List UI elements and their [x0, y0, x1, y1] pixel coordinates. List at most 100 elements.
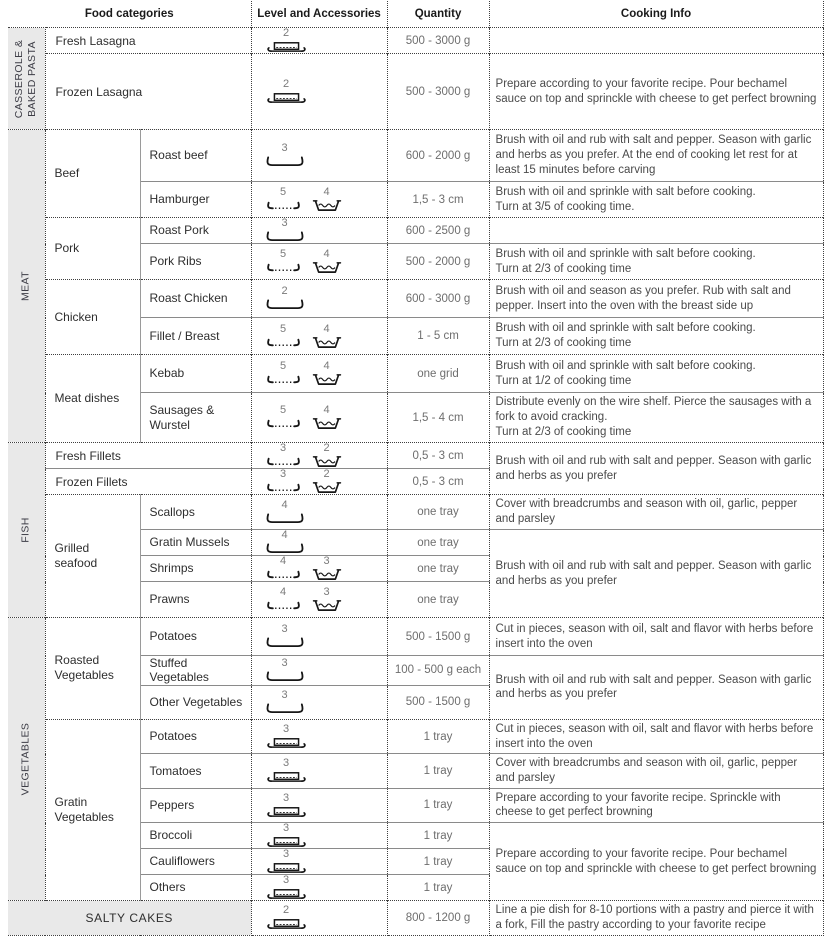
shelf-level-number: 5	[279, 360, 287, 372]
shelf-level-number: 5	[279, 248, 287, 260]
food-name-cell: Other Vegetables	[140, 684, 252, 720]
quantity-cell: 1 tray	[387, 787, 490, 823]
header-food-categories: Food categories	[8, 1, 252, 28]
food-name-cell: Shrimps	[140, 555, 252, 582]
drip-pan-icon	[312, 482, 341, 493]
wire-shelf-accessory: 3	[265, 444, 302, 469]
level-accessories-cell: 3	[251, 718, 388, 754]
wire-shelf-icon	[266, 375, 300, 384]
wire-shelf-accessory: 4	[265, 587, 302, 612]
category-cell: Roasted Vegetables	[45, 617, 141, 720]
tray-accessory: 3	[265, 656, 305, 683]
category-cell: Pork	[45, 217, 141, 280]
table-row: Pork Roast Pork 3 600 - 2500 g	[8, 217, 824, 280]
food-name-cell: Gratin Mussels	[140, 529, 252, 556]
wire-shelf-icon	[266, 601, 300, 610]
cooking-table: Food categories Level and Accessories Qu…	[8, 1, 824, 936]
food-name-cell: Frozen Fillets	[45, 468, 252, 495]
table-row: Frozen Lasagna 2 500 - 3000 g Prepare ac…	[8, 53, 824, 130]
cooking-info-cell: Cut in pieces, season with oil, salt and…	[489, 718, 824, 754]
quantity-cell: 600 - 2500 g	[387, 217, 490, 244]
quantity-cell: 500 - 2000 g	[387, 243, 490, 280]
shelf-level-number: 3	[279, 468, 287, 480]
tray-accessory: 3	[265, 217, 305, 244]
tray-accessory: 3	[265, 143, 305, 168]
shelf-level-number: 3	[282, 848, 290, 861]
level-accessories-cell: 3	[251, 822, 388, 849]
shelf-level-number: 3	[281, 217, 288, 229]
cooking-info-cell: Brush with oil and sprinkle with salt be…	[489, 317, 824, 355]
food-name-cell: Potatoes	[140, 718, 252, 754]
shelf-level-number: 2	[323, 442, 330, 454]
table-row: Cauliflowers 3 1 tray	[8, 848, 823, 875]
shelf-level-number: 3	[282, 757, 290, 770]
wire-shelf-icon	[266, 483, 300, 492]
level-accessories-cell: 4	[251, 494, 388, 530]
quantity-cell: one tray	[387, 494, 490, 530]
dish-on-shelf-icon	[266, 92, 306, 103]
cooking-info-cell: Brush with oil and sprinkle with salt be…	[489, 181, 824, 218]
food-name-cell: Roast beef	[140, 129, 252, 182]
drip-pan-accessory: 2	[312, 468, 342, 495]
drip-pan-icon	[312, 456, 341, 467]
tray-accessory: 4	[265, 529, 305, 556]
wire-shelf-accessory: 5	[265, 249, 302, 274]
drip-pan-icon	[312, 336, 341, 348]
shelf-level-number: 3	[323, 586, 330, 598]
cooking-info-cell: Cover with breadcrumbs and season with o…	[489, 753, 824, 789]
level-accessories-cell: 3	[251, 874, 388, 901]
category-cell: Grilled seafood	[45, 494, 141, 618]
shelf-level-number: 3	[282, 822, 290, 835]
level-accessories-cell: 3	[251, 655, 388, 686]
shelf-level-number: 4	[281, 498, 288, 511]
quantity-cell: 1 tray	[387, 874, 490, 901]
food-name-cell: Roast Chicken	[140, 279, 252, 318]
shelf-level-number: 3	[281, 656, 288, 669]
cooking-info-cell: Brush with oil and rub with salt and pep…	[489, 655, 824, 720]
quantity-cell: 100 - 500 g each	[387, 655, 490, 686]
shelf-level-number: 5	[279, 186, 287, 198]
group-strip-vegetables: VEGETABLES	[8, 616, 46, 901]
tray-accessory: 3	[265, 689, 305, 715]
shelf-level-number: 3	[282, 791, 290, 804]
drip-pan-icon	[312, 374, 341, 385]
cooking-info-cell: Line a pie dish for 8-10 portions with a…	[489, 900, 824, 936]
wire-shelf-accessory: 4	[265, 557, 302, 582]
level-accessories-cell: 3	[251, 753, 388, 789]
category-cell: Meat dishes	[45, 354, 141, 443]
cooking-info-cell: Brush with oil and rub with salt and pep…	[489, 129, 824, 182]
drip-pan-icon	[312, 569, 341, 580]
shelf-level-number: 4	[323, 248, 330, 260]
shelf-level-number: 2	[323, 468, 330, 480]
table-row: Other Vegetables 3 500 - 1500 g	[8, 684, 823, 720]
tray-icon	[266, 156, 303, 167]
tray-accessory: 4	[265, 498, 305, 525]
quantity-cell: 1 tray	[387, 848, 490, 875]
wire-shelf-icon	[266, 263, 300, 272]
tray-accessory: 3	[265, 624, 305, 649]
drip-pan-accessory: 4	[312, 187, 342, 212]
food-name-cell: Roast Pork	[140, 217, 252, 244]
group-label: CASSEROLE & BAKED PASTA	[13, 39, 39, 118]
table-row: VEGETABLES Roasted Vegetables Potatoes 3…	[8, 616, 824, 901]
drip-pan-accessory: 4	[312, 405, 342, 430]
shelf-level-number: 4	[281, 529, 288, 541]
food-name-cell: Fresh Lasagna	[45, 27, 252, 54]
dish-on-shelf-icon	[266, 919, 306, 930]
dish-on-shelf-accessory: 3	[265, 876, 308, 901]
quantity-cell: one grid	[387, 354, 490, 393]
table-row: Gratin Mussels 4 one tray Brush with oil…	[8, 529, 824, 618]
table-row: Others 3 1 tray	[8, 874, 823, 901]
drip-pan-accessory: 4	[312, 323, 342, 349]
level-accessories-cell: 4	[251, 529, 388, 556]
drip-pan-accessory: 4	[312, 361, 342, 386]
level-accessories-cell: 3	[251, 787, 388, 823]
tray-icon	[266, 299, 303, 310]
shelf-level-number: 2	[281, 285, 288, 297]
